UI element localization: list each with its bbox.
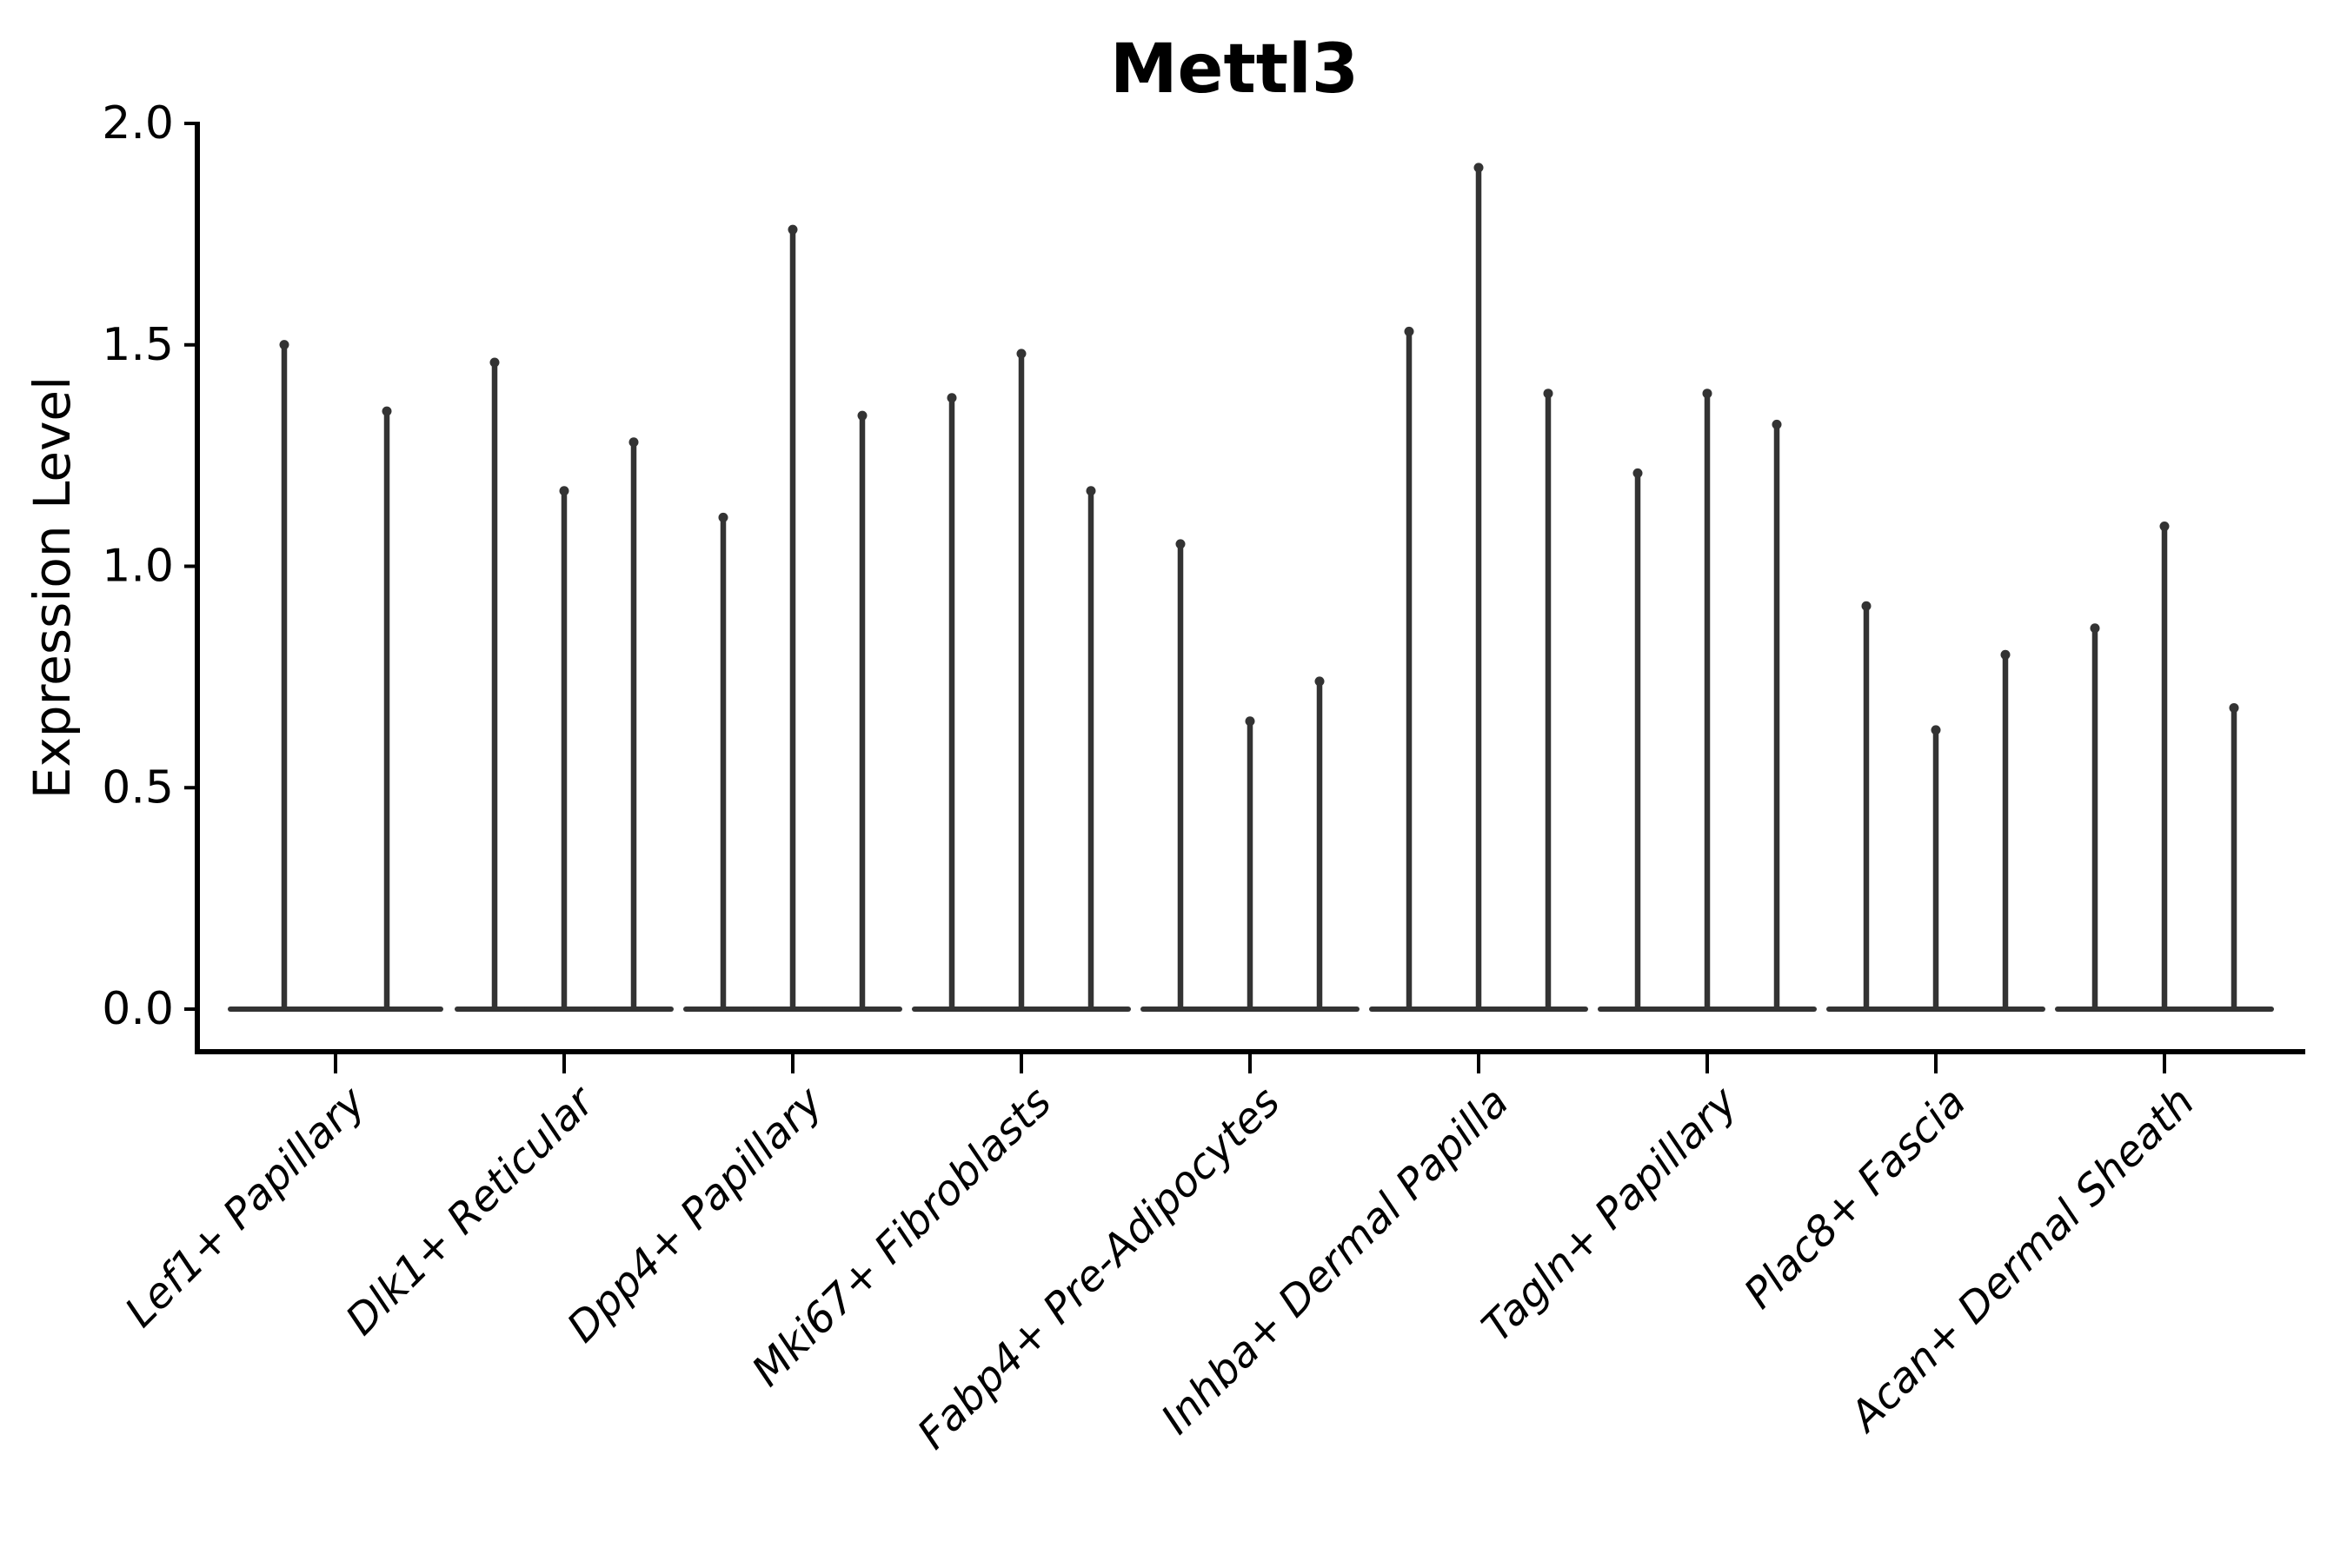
violin-group	[228, 340, 443, 1012]
violin-tip	[1016, 349, 1027, 359]
violin-tip	[628, 437, 639, 448]
y-tick-label: 2.0	[102, 97, 174, 149]
x-tick-label: Fabp4+ Pre-Adipocytes	[908, 1078, 1290, 1459]
violin-tip	[559, 486, 569, 496]
violin-tip	[279, 340, 289, 350]
x-tick-label: Tagln+ Papillary	[1473, 1077, 1747, 1352]
violin-group	[912, 349, 1131, 1012]
violin-tip	[788, 224, 798, 235]
violin-tip	[857, 410, 868, 421]
violin-tip	[1861, 601, 1872, 611]
x-tick-label: Lef1+ Papillary	[116, 1077, 376, 1337]
x-tick-label: Plac8+ Fascia	[1735, 1078, 1976, 1319]
violin-tip	[2229, 702, 2239, 713]
violin-tip	[1702, 389, 1712, 399]
violin-tip	[718, 512, 728, 522]
violin-group	[2055, 522, 2274, 1012]
violin-tip	[2090, 623, 2100, 634]
y-tick-label: 0.5	[102, 761, 174, 814]
violin-tip	[1473, 163, 1484, 173]
violin-tip	[1404, 326, 1414, 336]
x-tick-label: Dlk1+ Reticular	[336, 1075, 606, 1345]
violin-group	[1598, 389, 1817, 1012]
y-axis-label: Expression Level	[23, 376, 82, 799]
violins	[228, 163, 2274, 1012]
y-tick-label: 0.0	[102, 983, 174, 1035]
violin-group	[1369, 163, 1588, 1012]
violin-group	[1826, 601, 2045, 1012]
y-tick-label: 1.0	[102, 541, 174, 593]
violin-tip	[1632, 468, 1643, 478]
violin-tip	[2159, 522, 2170, 532]
violin-tip	[947, 393, 957, 403]
violin-tip	[1543, 389, 1553, 399]
x-axis-ticks	[334, 1054, 2166, 1073]
violin-tip	[1931, 725, 1941, 735]
x-tick-label: Dpp4+ Papillary	[558, 1077, 833, 1352]
violin-tip	[1245, 716, 1255, 727]
plot-title: Mettl3	[1110, 30, 1359, 109]
violin-group	[1140, 539, 1360, 1012]
violin-tip	[1086, 486, 1096, 496]
violin-tip	[2000, 649, 2011, 660]
violin-tip	[1314, 676, 1325, 687]
violin-tip	[1175, 539, 1186, 549]
violin-tip	[382, 406, 392, 416]
y-axis-ticks: 0.0 0.5 1.0 1.5 2.0	[102, 97, 197, 1035]
violin-tip	[1772, 419, 1782, 429]
violin-group	[455, 357, 674, 1012]
y-tick-label: 1.5	[102, 319, 174, 371]
violin-tip	[489, 357, 500, 368]
violin-group	[683, 224, 902, 1012]
